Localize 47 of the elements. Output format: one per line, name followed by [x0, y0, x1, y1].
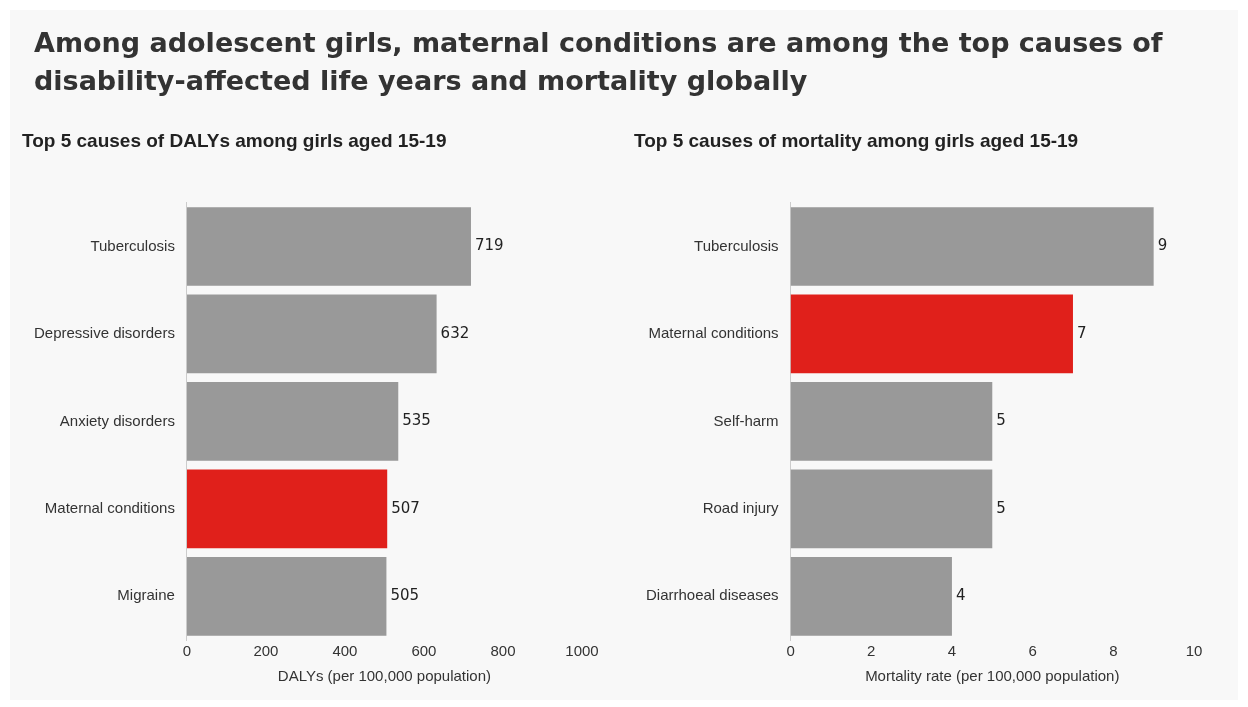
y-tick-label: Maternal conditions [44, 498, 175, 516]
x-tick-label: 600 [411, 642, 437, 660]
bar [186, 207, 471, 286]
data-label: 535 [402, 411, 431, 430]
data-label: 4 [955, 586, 966, 605]
y-tick-label: Tuberculosis [90, 236, 175, 254]
bar [790, 469, 993, 549]
y-tick-label: Depressive disorders [34, 324, 175, 342]
x-tick-label: 0 [786, 642, 795, 660]
x-axis-title: Mortality rate (per 100,000 population) [865, 667, 1120, 685]
y-tick-label: Anxiety disorders [59, 411, 175, 429]
y-tick-label: Diarrhoeal diseases [645, 586, 779, 604]
bar [186, 294, 437, 374]
y-tick-label: Migraine [117, 586, 175, 604]
y-tick-label: Tuberculosis [694, 236, 779, 254]
y-tick-label: Maternal conditions [648, 324, 779, 342]
x-tick-label: 400 [332, 642, 358, 660]
bar [186, 382, 399, 461]
x-tick-label: 10 [1185, 642, 1203, 660]
data-label: 5 [996, 498, 1006, 517]
bar [790, 294, 1073, 374]
x-tick-label: 4 [947, 642, 957, 660]
chart-title: Top 5 causes of mortality among girls aged 15-19 [634, 129, 1079, 151]
bar [790, 207, 1154, 286]
bar [186, 556, 387, 636]
data-label: 5 [996, 411, 1006, 430]
y-tick-label: Self-harm [713, 411, 779, 429]
data-label: 505 [390, 586, 420, 605]
data-label: 507 [391, 498, 420, 517]
x-tick-label: 8 [1109, 642, 1118, 660]
data-label: 9 [1157, 236, 1168, 255]
text: Among adolescent girls, maternal conditions are among the top causes of disability-affected life years and mortality globally [34, 26, 1164, 98]
y-tick-label: Road injury [702, 498, 780, 516]
x-axis-title: DALYs (per 100,000 population) [277, 667, 492, 685]
bar [790, 556, 952, 636]
bar [790, 382, 993, 461]
data-label: 632 [440, 323, 470, 342]
data-label: 7 [1076, 323, 1087, 342]
x-tick-label: 0 [182, 642, 192, 660]
chart-title: Top 5 causes of DALYs among girls aged 15-19 [22, 129, 447, 151]
data-label: 719 [474, 236, 504, 255]
x-tick-label: 1000 [565, 642, 599, 660]
bar [186, 469, 388, 549]
x-tick-label: 200 [253, 642, 279, 660]
x-tick-label: 6 [1028, 642, 1037, 660]
x-tick-label: 800 [490, 642, 516, 660]
x-tick-label: 2 [867, 642, 876, 660]
